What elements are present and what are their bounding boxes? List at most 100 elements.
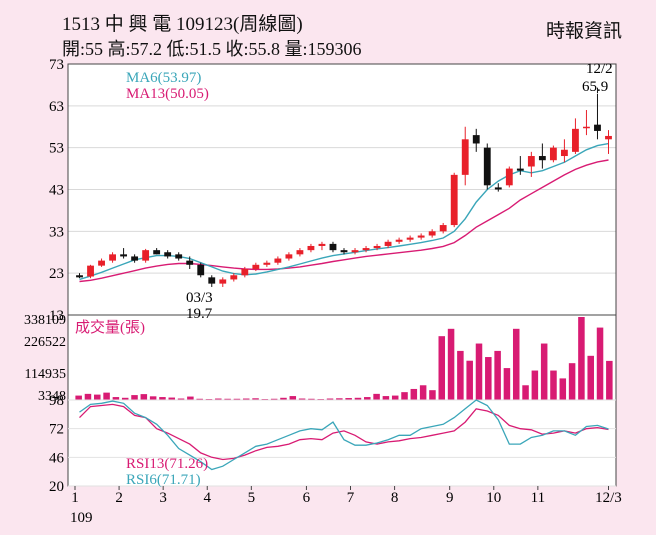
volume-bar bbox=[485, 357, 492, 400]
low-value-label: 19.7 bbox=[186, 306, 213, 322]
candle-body bbox=[153, 250, 161, 255]
candle-body bbox=[384, 241, 392, 246]
candle-body bbox=[583, 126, 590, 129]
x-tick-label: 9 bbox=[446, 490, 454, 506]
chart-title: 1513 中 興 電 109123(周線圖) bbox=[62, 14, 303, 35]
volume-bar bbox=[280, 397, 287, 400]
rsi13-line bbox=[79, 403, 609, 461]
volume-bar bbox=[94, 394, 101, 400]
candle-body bbox=[527, 156, 535, 167]
candle-body bbox=[274, 258, 282, 263]
candle-body bbox=[263, 262, 271, 265]
volume-bar bbox=[131, 395, 138, 400]
candle-body bbox=[87, 265, 94, 277]
candle-body bbox=[241, 268, 249, 276]
candle-body bbox=[362, 248, 370, 251]
volume-bar bbox=[410, 388, 418, 400]
x-tick-label: 6 bbox=[303, 490, 311, 506]
candle-body bbox=[560, 149, 568, 157]
volume-bar bbox=[187, 396, 194, 400]
volume-bar bbox=[512, 328, 520, 400]
volume-tick-label: 114935 bbox=[25, 367, 66, 382]
rsi6-legend: RSI6(71.71) bbox=[126, 472, 201, 488]
candle-body bbox=[76, 275, 83, 278]
price-tick-label: 63 bbox=[49, 99, 64, 115]
volume-bar bbox=[531, 370, 539, 400]
volume-tick-label: 226522 bbox=[24, 335, 66, 350]
x-tick-label: 1 bbox=[71, 490, 79, 506]
price-tick-label: 43 bbox=[49, 183, 64, 199]
candle-body bbox=[340, 250, 348, 253]
volume-bar bbox=[438, 336, 446, 400]
x-tick-label: 4 bbox=[203, 490, 211, 506]
candle-body bbox=[516, 168, 524, 171]
price-tick-label: 33 bbox=[49, 224, 64, 240]
volume-bar bbox=[391, 395, 399, 400]
volume-bar bbox=[466, 360, 473, 400]
volume-bar bbox=[401, 392, 408, 400]
volume-bar bbox=[121, 397, 129, 400]
x-tick-label: 10 bbox=[486, 490, 501, 506]
source-label: 時報資訊 bbox=[545, 21, 622, 42]
volume-bar bbox=[140, 394, 148, 400]
rsi-panel-bg bbox=[68, 400, 616, 486]
candle-body bbox=[461, 139, 469, 175]
candle-body bbox=[186, 260, 194, 265]
volume-bar bbox=[568, 363, 576, 400]
volume-bar bbox=[354, 397, 362, 400]
volume-bar bbox=[587, 355, 594, 400]
candle-body bbox=[329, 243, 337, 251]
high-date-label: 12/2 bbox=[586, 61, 613, 77]
volume-bar bbox=[242, 398, 250, 400]
volume-bar bbox=[447, 328, 455, 400]
candle-body bbox=[142, 250, 150, 261]
candle-body bbox=[406, 237, 414, 240]
ma13-legend: MA13(50.05) bbox=[126, 86, 209, 102]
candle-body bbox=[120, 254, 128, 257]
volume-bar bbox=[373, 393, 380, 400]
rsi-tick-label: 46 bbox=[49, 450, 65, 466]
x-tick-label: 5 bbox=[248, 490, 256, 506]
volume-bar bbox=[419, 385, 427, 400]
candle-body bbox=[208, 277, 216, 284]
candle-body bbox=[450, 174, 458, 226]
candle-body bbox=[428, 231, 436, 236]
volume-bar bbox=[168, 397, 176, 400]
volume-bar bbox=[606, 360, 613, 400]
candle-body bbox=[318, 243, 326, 246]
volume-bar bbox=[75, 395, 82, 400]
volume-bar bbox=[112, 397, 120, 400]
price-tick-label: 13 bbox=[49, 308, 64, 324]
volume-bar bbox=[457, 350, 464, 400]
volume-bar bbox=[578, 317, 585, 400]
x-tick-label: 11 bbox=[531, 490, 545, 506]
candle-body bbox=[439, 225, 447, 232]
price-tick-label: 53 bbox=[49, 141, 64, 157]
candle-body bbox=[538, 156, 546, 161]
volume-title: 成交量(張) bbox=[75, 318, 145, 336]
high-value-label: 65.9 bbox=[582, 79, 608, 95]
volume-bar bbox=[429, 390, 436, 400]
volume-bar bbox=[159, 397, 166, 400]
volume-bar bbox=[364, 397, 371, 400]
price-tick-label: 23 bbox=[49, 266, 64, 282]
candle-body bbox=[219, 279, 227, 284]
candle-body bbox=[175, 254, 183, 259]
ohlc-summary: 開:55 高:57.2 低:51.5 收:55.8 量:159306 bbox=[62, 39, 362, 59]
volume-bar bbox=[177, 398, 185, 400]
candle-body bbox=[98, 260, 105, 266]
candle-body bbox=[351, 250, 359, 253]
candle-body bbox=[472, 135, 480, 144]
rsi-tick-label: 98 bbox=[49, 393, 64, 409]
volume-bar bbox=[196, 398, 203, 400]
volume-bar bbox=[382, 396, 390, 400]
candle-body bbox=[572, 128, 579, 152]
candle-body bbox=[494, 187, 502, 190]
volume-bar bbox=[345, 398, 352, 400]
ma6-legend: MA6(53.97) bbox=[126, 70, 201, 86]
candle-body bbox=[373, 245, 381, 249]
ma13-line bbox=[79, 159, 609, 283]
volume-bar bbox=[308, 398, 315, 400]
volume-bar bbox=[326, 398, 334, 400]
